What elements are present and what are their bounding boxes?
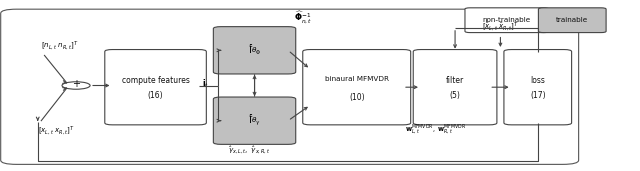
FancyBboxPatch shape: [413, 50, 497, 125]
FancyBboxPatch shape: [105, 50, 206, 125]
Text: (17): (17): [530, 91, 545, 100]
FancyBboxPatch shape: [213, 27, 296, 74]
Text: trainable: trainable: [556, 17, 588, 23]
Text: (10): (10): [349, 93, 365, 102]
Circle shape: [62, 82, 90, 89]
Text: non-trainable: non-trainable: [483, 17, 531, 23]
Text: $\mathfrak{f}_{\theta_\gamma}$: $\mathfrak{f}_{\theta_\gamma}$: [248, 113, 261, 128]
Text: $\mathbf{i}_t$: $\mathbf{i}_t$: [202, 78, 209, 90]
Text: (5): (5): [450, 91, 461, 100]
Text: $[n_{L,t}\ n_{R,t}]^T$: $[n_{L,t}\ n_{R,t}]^T$: [41, 39, 78, 52]
Text: $\widehat{\mathbf{\Phi}}_{n,t}^{-1}$: $\widehat{\mathbf{\Phi}}_{n,t}^{-1}$: [294, 9, 313, 25]
FancyBboxPatch shape: [303, 50, 411, 125]
Text: filter: filter: [446, 76, 464, 85]
Text: loss: loss: [531, 76, 545, 85]
Text: binaural MFMVDR: binaural MFMVDR: [324, 76, 388, 82]
Text: $\hat{\gamma}_{x,L,t},\ \hat{\gamma}_{x,R,t}$: $\hat{\gamma}_{x,L,t},\ \hat{\gamma}_{x,…: [228, 145, 270, 156]
FancyBboxPatch shape: [213, 97, 296, 144]
Text: compute features: compute features: [122, 76, 189, 85]
Text: (16): (16): [148, 91, 163, 100]
FancyBboxPatch shape: [538, 8, 606, 33]
Text: $[\hat{x}_{L,t}\ \hat{x}_{R,t}]^T$: $[\hat{x}_{L,t}\ \hat{x}_{R,t}]^T$: [482, 20, 519, 33]
Text: $\mathfrak{f}_{\theta_\Phi}$: $\mathfrak{f}_{\theta_\Phi}$: [248, 43, 261, 57]
Text: $[x_{L,t}\ x_{R,t}]^T$: $[x_{L,t}\ x_{R,t}]^T$: [38, 124, 74, 137]
FancyBboxPatch shape: [465, 8, 548, 33]
Text: $\mathbf{w}_{L,t}^{\mathrm{MFMVDR}},\ \mathbf{w}_{R,t}^{\mathrm{MFMVDR}}$: $\mathbf{w}_{L,t}^{\mathrm{MFMVDR}},\ \m…: [405, 123, 466, 136]
FancyBboxPatch shape: [504, 50, 572, 125]
Text: +: +: [72, 79, 80, 89]
